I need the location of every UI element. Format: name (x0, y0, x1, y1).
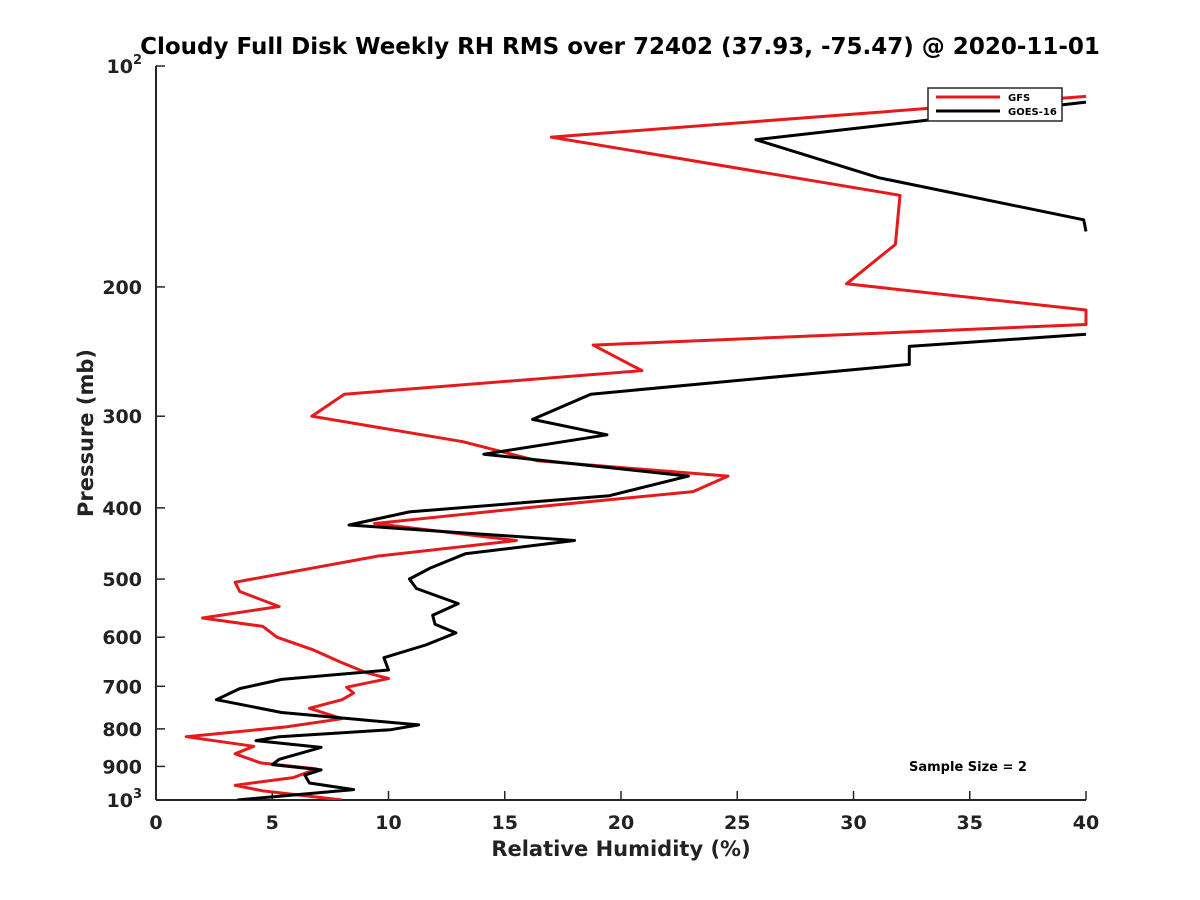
legend-label-gfs: GFS (1008, 93, 1030, 104)
x-tick-label-3: 15 (492, 812, 518, 834)
x-tick-label-8: 40 (1073, 812, 1099, 834)
y-tick-label-4: 500 (102, 569, 142, 591)
y-tick-label-0: 102 (107, 53, 143, 78)
x-tick-label-6: 30 (840, 812, 866, 834)
series-line-gfs (184, 94, 1088, 800)
y-tick-label-9: 103 (107, 787, 143, 812)
y-tick-label-6: 700 (102, 676, 142, 698)
y-tick-label-1: 200 (102, 277, 142, 299)
x-tick-label-0: 0 (149, 812, 162, 834)
x-tick-label-5: 25 (724, 812, 750, 834)
plot-area: 0 5 10 15 20 25 30 35 40 102 200 300 400 500 600 700 800… (102, 53, 1099, 834)
y-axis-label: Pressure (mb) (74, 349, 98, 517)
x-tick-label-1: 5 (266, 812, 279, 834)
y-tick-label-5: 600 (102, 627, 142, 649)
y-tick-label-3: 400 (102, 498, 142, 520)
x-axis-label: Relative Humidity (%) (491, 837, 750, 861)
legend-box (927, 87, 1063, 122)
series-line-goes-16 (214, 100, 1088, 800)
sample-size-annotation: Sample Size = 2 (909, 760, 1027, 775)
x-tick-label-2: 10 (375, 812, 401, 834)
x-tick-label-4: 20 (608, 812, 634, 834)
y-tick-label-7: 800 (102, 719, 142, 741)
chart-title: Cloudy Full Disk Weekly RH RMS over 7240… (140, 34, 1100, 60)
legend: GFS GOES-16 (927, 87, 1063, 122)
x-tick-label-7: 35 (957, 812, 983, 834)
legend-label-goes-16: GOES-16 (1008, 107, 1057, 118)
y-tick-label-2: 300 (102, 406, 142, 428)
y-tick-label-8: 900 (102, 756, 142, 778)
